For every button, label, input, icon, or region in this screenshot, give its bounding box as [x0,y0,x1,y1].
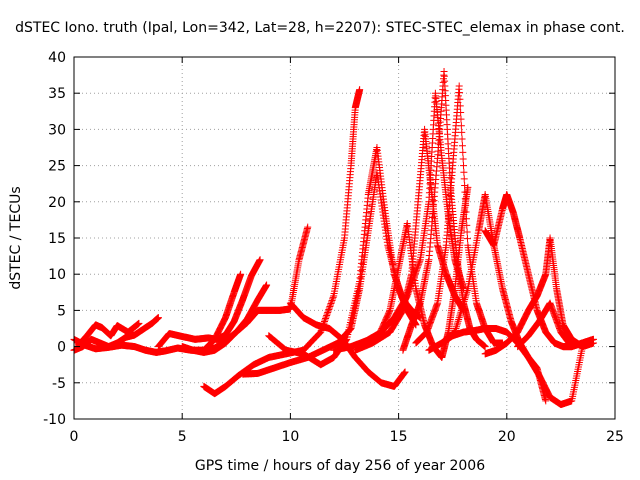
data-point [416,257,424,265]
data-point [460,162,468,170]
data-point [325,304,333,312]
data-point [411,269,419,277]
data-point [237,270,245,278]
data-point [324,307,332,315]
data-point [329,293,337,301]
series-10 [286,299,409,390]
data-point [460,175,468,183]
data-point [459,148,467,156]
data-point [455,82,463,90]
data-point [323,310,331,318]
data-point [457,122,465,130]
data-point [463,286,471,294]
data-point [329,295,337,303]
data-point [401,368,409,376]
data-point [321,316,329,324]
data-point [463,221,471,229]
data-point [256,256,264,264]
data-point [323,312,331,320]
data-point [463,228,471,236]
series-13 [373,183,472,361]
data-point [322,313,330,321]
data-point [317,328,325,336]
data-point [463,288,471,296]
data-point [456,89,464,97]
series-6 [200,223,312,354]
data-point [458,128,466,136]
data-point [458,135,466,143]
grid [74,57,615,419]
data-series [70,67,597,409]
data-point [356,86,364,94]
data-point [463,235,471,243]
data-point [385,308,393,316]
data-point [327,299,335,307]
data-point [458,142,466,150]
data-point [457,115,465,123]
data-point [328,298,336,306]
chart-title: dSTEC Iono. truth (Ipal, Lon=342, Lat=28… [15,20,625,36]
data-point [415,260,423,268]
data-point [328,296,336,304]
data-point [453,321,461,329]
series-19 [481,234,597,358]
data-point [322,315,330,323]
series-3 [74,319,143,349]
series-9 [265,144,424,369]
data-point [413,265,421,273]
data-point [304,223,312,231]
data-point [324,309,332,317]
data-point [455,315,463,323]
data-point [326,301,334,309]
series-4 [154,256,264,351]
series-2 [70,314,162,354]
data-point [454,319,462,327]
data-point [135,319,143,327]
data-point [326,302,334,310]
data-point [398,308,406,316]
data-point [325,305,333,313]
data-point [457,109,465,117]
data-point [454,317,462,325]
data-point [415,259,423,267]
data-point [414,262,422,270]
data-point [460,168,468,176]
data-point [456,312,464,320]
data-point [263,281,271,289]
data-point [455,314,463,322]
series-11 [330,89,468,354]
data-point [154,314,162,322]
data-point [459,155,467,163]
data-point [462,201,470,209]
